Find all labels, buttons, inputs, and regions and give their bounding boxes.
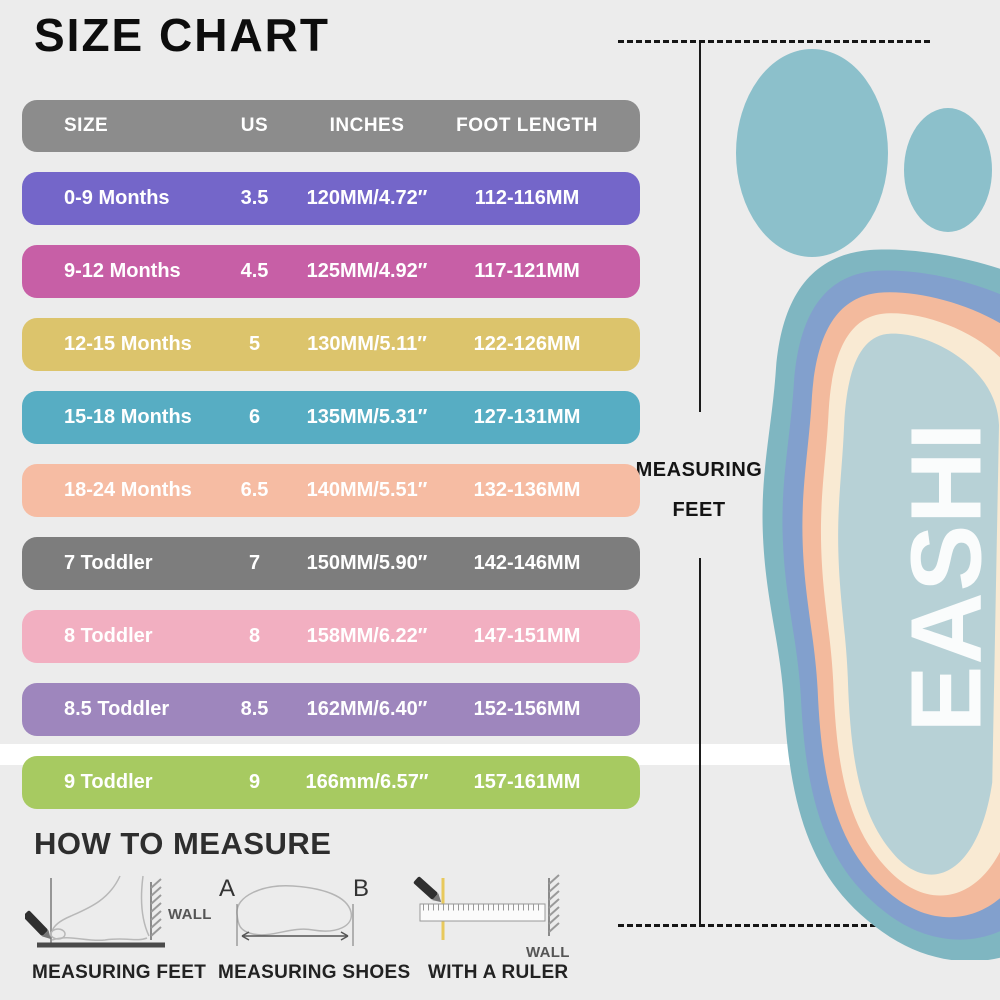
- table-cell: 125MM/4.92″: [306, 260, 428, 282]
- table-cell: 8.5: [240, 698, 269, 720]
- big-toe-shape: [736, 49, 888, 257]
- table-cell: 9 Toddler: [64, 771, 153, 793]
- how-to-measure-heading: HOW TO MEASURE: [34, 826, 332, 861]
- column-header-inches: INCHES: [329, 115, 405, 136]
- length-arrow: [241, 931, 349, 941]
- table-cell: 162MM/6.40″: [306, 698, 428, 720]
- table-cell: 132-136MM: [473, 479, 581, 501]
- table-header: SIZE US INCHES FOOT LENGTH: [22, 100, 640, 152]
- point-a-label: A: [219, 876, 235, 902]
- pencil-icon: [413, 876, 442, 903]
- pencil-icon: [25, 910, 51, 940]
- table-cell: 7: [248, 552, 261, 574]
- foot-sketch: [50, 875, 150, 942]
- table-cell: 135MM/5.31″: [306, 406, 428, 428]
- table-cell: 150MM/5.90″: [306, 552, 428, 574]
- with-a-ruler-label: WITH A RULER: [428, 962, 569, 983]
- page-title: SIZE CHART: [34, 9, 330, 61]
- table-cell: 152-156MM: [473, 698, 581, 720]
- column-header-us: US: [240, 115, 269, 136]
- measuring-shoes-label: MEASURING SHOES: [218, 962, 411, 983]
- table-cell: 5: [248, 333, 261, 355]
- table-cell: 157-161MM: [473, 771, 581, 793]
- measuring-feet-diagram: [25, 875, 165, 948]
- foot-illustration: [736, 49, 1000, 960]
- table-cell: 8.5 Toddler: [64, 698, 170, 720]
- table-cell: 117-121MM: [474, 260, 580, 282]
- table-row: 9-12 Months 4.5 125MM/4.92″ 117-121MM: [22, 245, 640, 298]
- table-cell: 18-24 Months: [64, 479, 192, 501]
- table-cell: 158MM/6.22″: [306, 625, 428, 647]
- callout-line2: FEET: [672, 499, 726, 521]
- table-cell: 142-146MM: [473, 552, 581, 574]
- table-row: 18-24 Months 6.5 140MM/5.51″ 132-136MM: [22, 464, 640, 517]
- table-cell: 127-131MM: [473, 406, 581, 428]
- brand-text: EASHI: [890, 421, 1000, 733]
- table-cell: 6: [248, 406, 261, 428]
- measuring-feet-label: MEASURING FEET: [32, 962, 207, 983]
- table-row: 8 Toddler 8 158MM/6.22″ 147-151MM: [22, 610, 640, 663]
- table-cell: 9-12 Months: [64, 260, 181, 282]
- bottom-dashed-line: [618, 924, 930, 927]
- wall-hatching: [150, 878, 162, 937]
- table-row: 9 Toddler 9 166mm/6.57″ 157-161MM: [22, 756, 640, 809]
- ruler-diagram: [413, 874, 560, 940]
- table-cell: 7 Toddler: [64, 552, 153, 574]
- column-header-size: SIZE: [64, 115, 109, 136]
- table-cell: 3.5: [240, 187, 269, 209]
- shoe-outline: [236, 885, 352, 936]
- vertical-guide-line-top: [699, 43, 701, 412]
- table-cell: 6.5: [240, 479, 269, 501]
- table-cell: 12-15 Months: [64, 333, 192, 355]
- table-cell: 130MM/5.11″: [307, 333, 427, 355]
- wall-hatching: [548, 874, 560, 933]
- table-cell: 8: [248, 625, 261, 647]
- table-cell: 120MM/4.72″: [306, 187, 428, 209]
- measuring-feet-callout: MEASURING FEET: [628, 450, 770, 530]
- table-row: 7 Toddler 7 150MM/5.90″ 142-146MM: [22, 537, 640, 590]
- table-cell: 122-126MM: [473, 333, 581, 355]
- table-row: 8.5 Toddler 8.5 162MM/6.40″ 152-156MM: [22, 683, 640, 736]
- wall-label-ruler: WALL: [526, 944, 570, 961]
- column-header-foot-length: FOOT LENGTH: [456, 115, 598, 136]
- table-cell: 9: [248, 771, 261, 793]
- table-row: 15-18 Months 6 135MM/5.31″ 127-131MM: [22, 391, 640, 444]
- table-cell: 4.5: [240, 260, 269, 282]
- point-b-label: B: [353, 876, 369, 902]
- wall-label-feet: WALL: [168, 906, 212, 923]
- size-table: SIZE US INCHES FOOT LENGTH 0-9 Months 3.5…: [22, 100, 640, 809]
- table-cell: 112-116MM: [474, 187, 580, 209]
- callout-line1: MEASURING: [635, 459, 763, 481]
- table-cell: 0-9 Months: [64, 187, 170, 209]
- table-row: 0-9 Months 3.5 120MM/4.72″ 112-116MM: [22, 172, 640, 225]
- small-toe-shape: [904, 108, 992, 232]
- table-cell: 140MM/5.51″: [306, 479, 428, 501]
- table-row: 12-15 Months 5 130MM/5.11″ 122-126MM: [22, 318, 640, 371]
- table-cell: 8 Toddler: [64, 625, 153, 647]
- measuring-shoes-diagram: A B: [219, 876, 369, 946]
- table-cell: 166mm/6.57″: [305, 771, 429, 793]
- table-cell: 15-18 Months: [64, 406, 192, 428]
- top-dashed-line: [618, 40, 930, 43]
- vertical-guide-line-bottom: [699, 558, 701, 926]
- table-cell: 147-151MM: [473, 625, 581, 647]
